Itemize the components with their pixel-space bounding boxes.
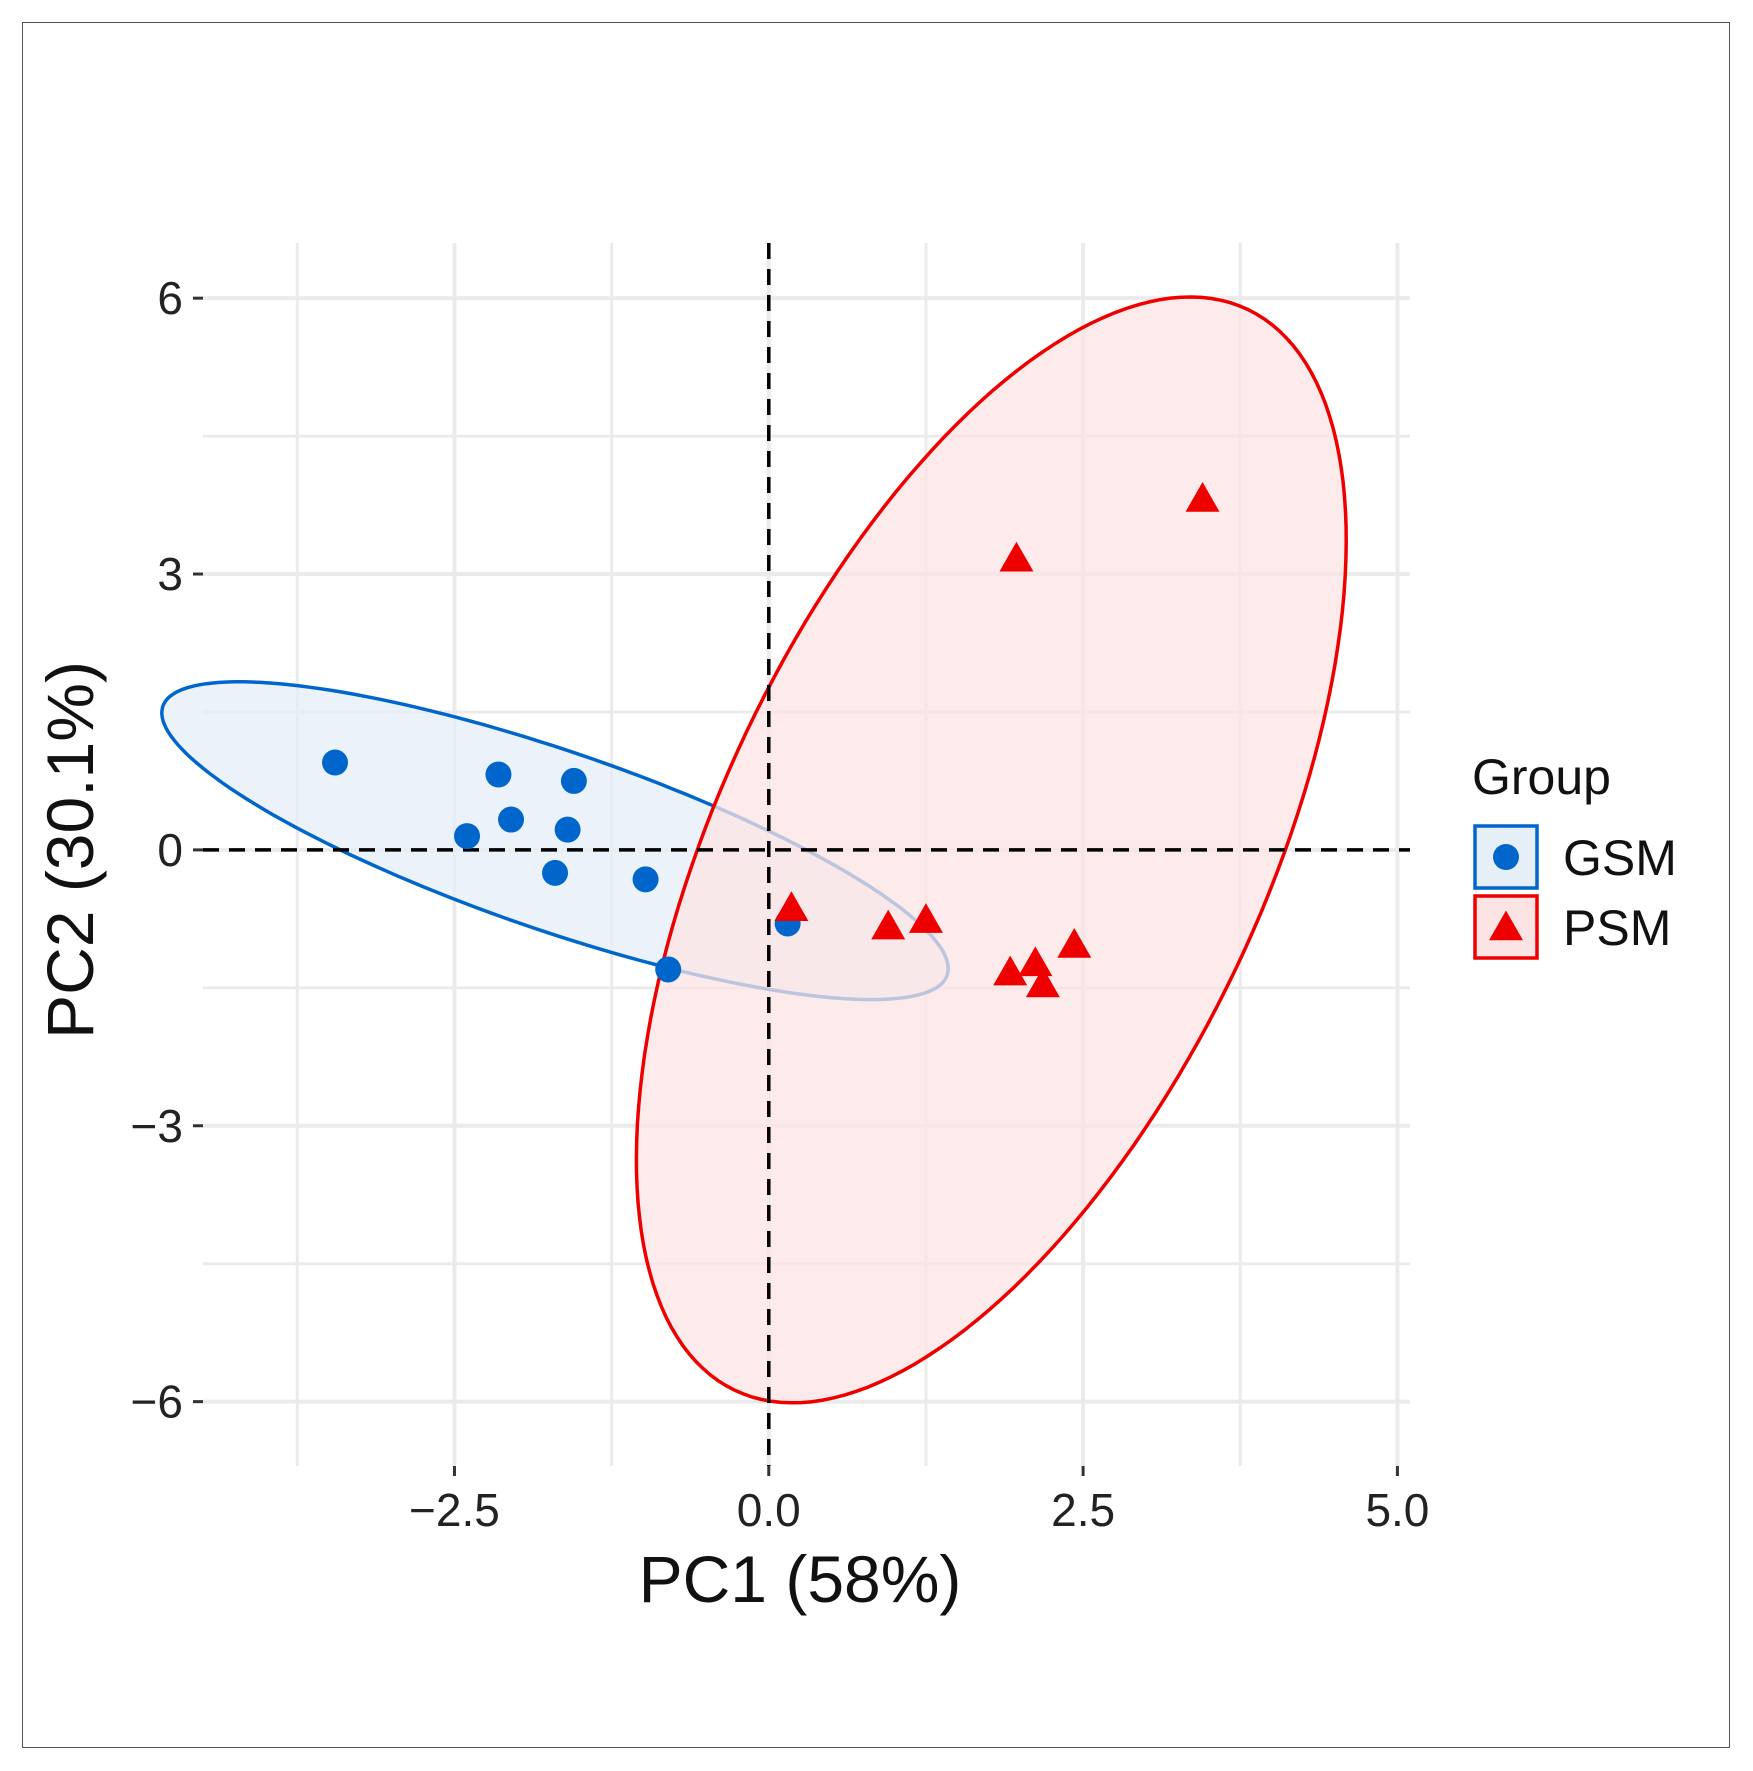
data-point-gsm	[322, 749, 349, 776]
legend-title: Group	[1472, 749, 1611, 805]
data-point-gsm	[655, 956, 682, 983]
y-tick-label: −6	[131, 1376, 183, 1428]
y-tick-label: 6	[157, 272, 183, 324]
legend-circle-icon	[1493, 844, 1519, 870]
data-point-gsm	[485, 761, 512, 788]
data-points	[322, 482, 1220, 998]
data-point-gsm	[560, 767, 587, 794]
y-axis-title: PC2 (30.1%)	[33, 661, 107, 1039]
x-axis-title: PC1 (58%)	[639, 1542, 962, 1616]
x-tick-label: 5.0	[1365, 1484, 1429, 1536]
data-point-psm	[1025, 967, 1060, 998]
data-point-psm	[871, 909, 906, 940]
data-point-psm	[1018, 946, 1053, 977]
data-point-gsm	[542, 859, 569, 886]
x-tick-label: 2.5	[1051, 1484, 1115, 1536]
legend-key-psm	[1473, 894, 1539, 960]
data-point-psm	[993, 955, 1028, 986]
legend-key-gsm	[1473, 824, 1539, 890]
legend-triangle-icon	[1489, 910, 1523, 941]
y-tick-label: −3	[131, 1100, 183, 1152]
data-point-gsm	[498, 806, 525, 833]
reference-lines	[203, 243, 1410, 1466]
legend-label-gsm: GSM	[1563, 830, 1677, 886]
axes: −2.5 0.0 2.5 5.0 −6 −3 0 3 6	[131, 272, 1430, 1536]
y-tick-label: 3	[157, 548, 183, 600]
x-tick-label: 0.0	[737, 1484, 801, 1536]
data-point-psm	[999, 541, 1034, 572]
data-point-psm	[774, 891, 809, 921]
data-point-psm	[1057, 928, 1092, 958]
data-point-gsm	[632, 866, 659, 893]
data-point-gsm	[554, 816, 581, 843]
legend: Group GSM PSM	[1472, 749, 1677, 960]
y-tick-label: 0	[157, 824, 183, 876]
legend-label-psm: PSM	[1563, 900, 1671, 956]
data-point-psm	[1185, 482, 1220, 512]
data-point-psm	[908, 903, 943, 933]
x-tick-label: −2.5	[409, 1484, 500, 1536]
data-point-gsm	[454, 823, 481, 850]
